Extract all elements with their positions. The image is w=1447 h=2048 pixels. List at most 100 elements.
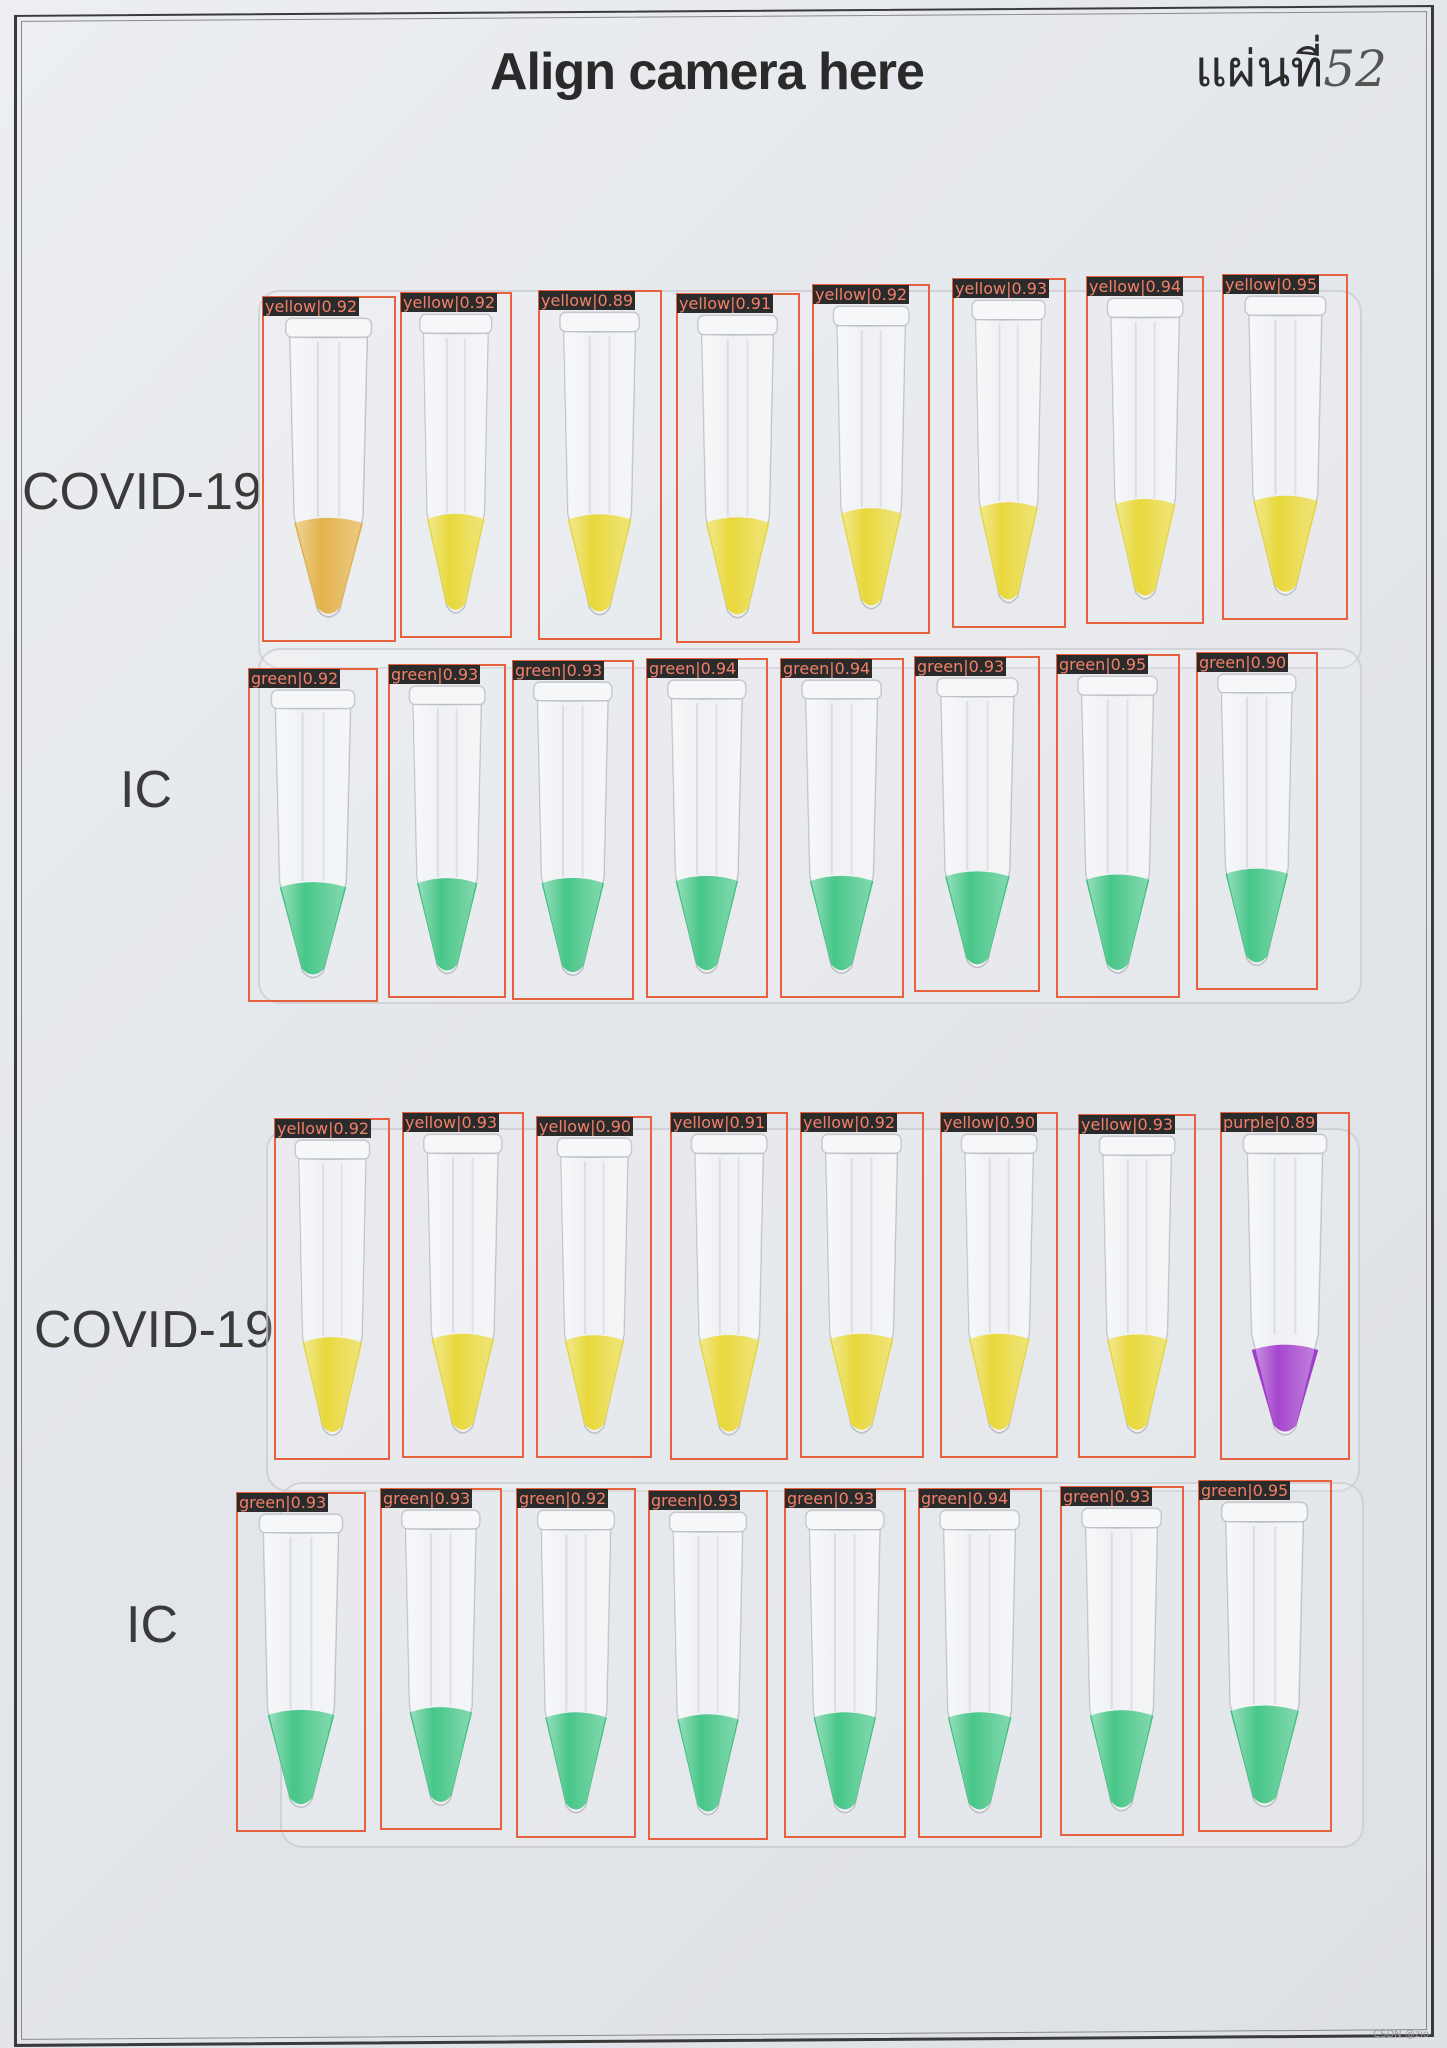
detection-box: yellow|0.93 <box>402 1112 524 1458</box>
plate-number: 52 <box>1323 40 1387 98</box>
sample-tube <box>796 1506 894 1830</box>
detection-label: yellow|0.91 <box>677 294 774 313</box>
sample-tube <box>930 1506 1029 1830</box>
sample-tube <box>792 676 891 990</box>
detection-box: yellow|0.93 <box>952 278 1066 628</box>
detection-label: yellow|0.92 <box>401 293 498 312</box>
detection-box: yellow|0.91 <box>676 293 800 643</box>
detection-label: yellow|0.93 <box>403 1113 500 1132</box>
detection-label: green|0.90 <box>1197 653 1289 672</box>
sample-tube <box>927 674 1028 984</box>
detection-label: yellow|0.92 <box>263 297 360 316</box>
detection-label: green|0.93 <box>785 1489 877 1508</box>
watermark: CSDN @zio <box>1373 2029 1429 2040</box>
plate-label-text: แผ่นที่ <box>1194 40 1324 98</box>
detection-label: green|0.94 <box>919 1489 1011 1508</box>
detection-box: green|0.90 <box>1196 652 1318 990</box>
detection-label: purple|0.89 <box>1221 1113 1318 1132</box>
detection-box: yellow|0.91 <box>670 1112 788 1460</box>
detection-box: yellow|0.92 <box>812 284 930 634</box>
detection-label: green|0.93 <box>237 1493 329 1512</box>
detection-label: yellow|0.92 <box>813 285 910 304</box>
sheet-title: Align camera here <box>490 43 925 101</box>
detection-label: green|0.95 <box>1057 655 1149 674</box>
row-label-ic-2: IC <box>126 1596 178 1654</box>
detection-box: green|0.94 <box>780 658 904 998</box>
detection-box: yellow|0.92 <box>262 296 396 642</box>
sample-tube <box>1090 1132 1184 1450</box>
detection-box: yellow|0.93 <box>1078 1114 1196 1458</box>
detection-box: yellow|0.95 <box>1222 274 1348 620</box>
detection-box: yellow|0.89 <box>538 290 662 640</box>
sample-tube <box>392 1506 490 1822</box>
detection-box: green|0.94 <box>918 1488 1042 1838</box>
detection-label: yellow|0.90 <box>941 1113 1038 1132</box>
detection-box: green|0.93 <box>784 1488 906 1838</box>
detection-box: purple|0.89 <box>1220 1112 1350 1460</box>
sample-tube <box>812 1130 911 1450</box>
detection-label: yellow|0.90 <box>537 1117 634 1136</box>
detection-box: yellow|0.92 <box>400 292 512 638</box>
detection-label: green|0.94 <box>781 659 873 678</box>
detection-label: green|0.92 <box>517 1489 609 1508</box>
sample-tube <box>400 682 494 990</box>
detection-box: green|0.95 <box>1198 1480 1332 1832</box>
sample-tube <box>249 1510 353 1824</box>
detection-label: green|0.93 <box>513 661 605 680</box>
detection-box: yellow|0.92 <box>800 1112 924 1458</box>
sample-tube <box>963 296 1054 620</box>
row-label-covid-1: COVID-19 <box>22 463 262 521</box>
sample-tube <box>275 314 382 634</box>
detection-label: green|0.93 <box>915 657 1007 676</box>
row-label-ic-1: IC <box>120 761 172 819</box>
sample-tube <box>1208 670 1306 982</box>
detection-label: green|0.93 <box>381 1489 473 1508</box>
sample-tube <box>952 1130 1046 1450</box>
sample-tube <box>658 676 756 990</box>
sample-tube <box>524 678 622 992</box>
sample-tube <box>1068 672 1167 990</box>
sample-tube <box>688 311 787 635</box>
sample-tube <box>1233 1130 1337 1452</box>
sample-tube <box>550 308 649 632</box>
detection-label: green|0.93 <box>649 1491 741 1510</box>
sample-tube <box>548 1134 641 1450</box>
detection-label: green|0.92 <box>249 669 341 688</box>
detection-label: yellow|0.89 <box>539 291 636 310</box>
sample-tube <box>682 1130 776 1452</box>
sample-tube <box>414 1130 512 1450</box>
detection-box: green|0.93 <box>236 1492 366 1832</box>
sample-tube <box>528 1506 624 1830</box>
detection-box: green|0.95 <box>1056 654 1180 998</box>
sample-tube <box>1098 294 1192 616</box>
detection-box: yellow|0.90 <box>536 1116 652 1458</box>
detection-box: green|0.92 <box>516 1488 636 1838</box>
sample-tube <box>1211 1498 1318 1824</box>
detection-box: yellow|0.94 <box>1086 276 1204 624</box>
sample-tube <box>286 1136 379 1452</box>
row-label-covid-2: COVID-19 <box>34 1301 274 1359</box>
detection-box: green|0.93 <box>388 664 506 998</box>
detection-box: green|0.92 <box>248 668 378 1002</box>
detection-label: green|0.95 <box>1199 1481 1291 1500</box>
detection-label: green|0.94 <box>647 659 739 678</box>
detection-box: green|0.93 <box>648 1490 768 1840</box>
sample-tube <box>411 310 501 630</box>
sample-tube <box>1235 292 1336 612</box>
detection-label: yellow|0.93 <box>1079 1115 1176 1134</box>
sample-tube <box>261 686 365 994</box>
detection-label: green|0.93 <box>389 665 481 684</box>
detection-label: yellow|0.93 <box>953 279 1050 298</box>
detection-box: green|0.94 <box>646 658 768 998</box>
detection-label: yellow|0.95 <box>1223 275 1320 294</box>
sample-tube <box>824 302 918 626</box>
detection-box: yellow|0.90 <box>940 1112 1058 1458</box>
sample-tube <box>1072 1504 1171 1828</box>
detection-label: yellow|0.91 <box>671 1113 768 1132</box>
detection-box: green|0.93 <box>512 660 634 1000</box>
detection-box: green|0.93 <box>914 656 1040 992</box>
detection-label: yellow|0.92 <box>275 1119 372 1138</box>
plate-label: แผ่นที่52 <box>1195 30 1387 109</box>
detection-box: yellow|0.92 <box>274 1118 390 1460</box>
